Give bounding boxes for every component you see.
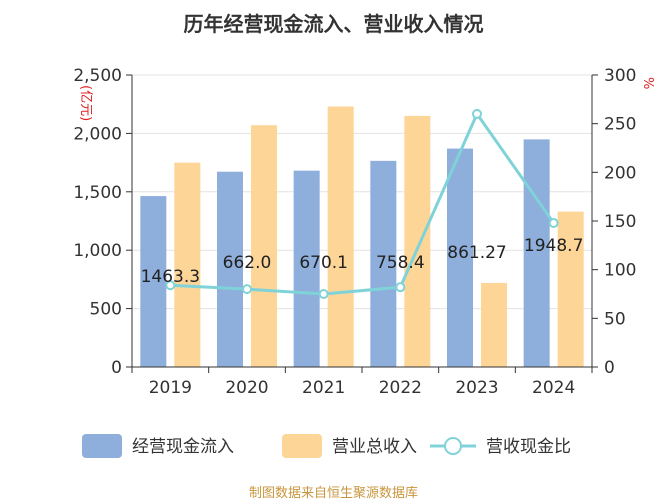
axes: 0 500 1,000 1,500 2,000 2,500 0 50 100 150 200 250 3… (73, 66, 655, 398)
legend-swatch-total-revenue (282, 434, 322, 458)
ratio-polyline (170, 110, 555, 296)
ratio-point (242, 284, 252, 295)
bar-total-revenue (404, 115, 431, 367)
x-axis-tick-label: 2021 (302, 378, 345, 398)
bar-total-revenue (481, 282, 507, 367)
x-axis-tick-label: 2024 (532, 378, 575, 398)
bar-cash-inflow (370, 160, 397, 367)
ratio-line (165, 108, 559, 299)
source-note: 制图数据来自恒生聚源数据库 (248, 486, 418, 501)
right-axis-tick-label: 100 (604, 261, 636, 281)
legend-swatch-cash-inflow (82, 434, 122, 458)
left-axis-tick-label: 2,500 (73, 66, 122, 86)
right-axis-tick-label: 0 (604, 358, 615, 378)
gridlines (132, 74, 592, 310)
right-axis-tick-label: 250 (604, 115, 636, 135)
legend-marker-ratio (444, 437, 462, 455)
bar-total-revenue (174, 162, 201, 367)
legend-label-cash-inflow: 经营现金流入 (132, 437, 234, 457)
right-axis-tick-label: 50 (604, 309, 626, 329)
bar-total-revenue (251, 125, 277, 367)
x-axis-tick-label: 2022 (379, 378, 422, 398)
ratio-point (395, 282, 406, 293)
left-axis-unit: (亿元) (78, 85, 93, 121)
ratio-point (472, 108, 482, 119)
ratio-point (548, 217, 559, 228)
chart-title: 历年经营现金流入、营业收入情况 (183, 12, 484, 36)
bar-cash-inflow (523, 139, 550, 367)
right-axis-tick-label: 150 (604, 212, 636, 232)
data-label: 1463.3 (141, 267, 200, 287)
bar-cash-inflow (447, 148, 473, 367)
right-axis-unit: % (640, 77, 655, 89)
x-axis-tick-label: 2020 (225, 378, 268, 398)
legend-label-total-revenue: 营业总收入 (332, 437, 417, 457)
left-axis-tick-label: 1,000 (73, 241, 122, 261)
left-axis-tick-label: 2,000 (73, 124, 122, 144)
data-labels: 1463.3 662.0 670.1 758.4 861.27 1948.7 (141, 236, 584, 287)
left-axis-tick-label: 500 (90, 300, 122, 320)
legend: 经营现金流入 营业总收入 营收现金比 (82, 434, 571, 458)
x-axis-tick-label: 2023 (455, 378, 498, 398)
bars (140, 106, 584, 367)
data-label: 1948.7 (524, 236, 583, 256)
data-label: 670.1 (299, 253, 348, 273)
bar-cash-inflow (217, 171, 243, 367)
data-label: 662.0 (223, 253, 272, 273)
data-label: 861.27 (447, 243, 506, 263)
data-label: 758.4 (376, 253, 425, 273)
left-axis-tick-label: 0 (111, 358, 122, 378)
bar-total-revenue (557, 211, 584, 367)
bar-cash-inflow (140, 196, 167, 367)
ratio-point (318, 289, 329, 299)
legend-label-ratio: 营收现金比 (486, 437, 571, 457)
ratio-point (165, 280, 176, 291)
bar-cash-inflow (293, 170, 320, 367)
x-axis-tick-label: 2019 (149, 378, 192, 398)
bar-total-revenue (327, 106, 354, 367)
left-axis-tick-label: 1,500 (73, 183, 122, 203)
right-axis-tick-label: 200 (604, 163, 636, 183)
right-axis-tick-label: 300 (604, 66, 636, 86)
